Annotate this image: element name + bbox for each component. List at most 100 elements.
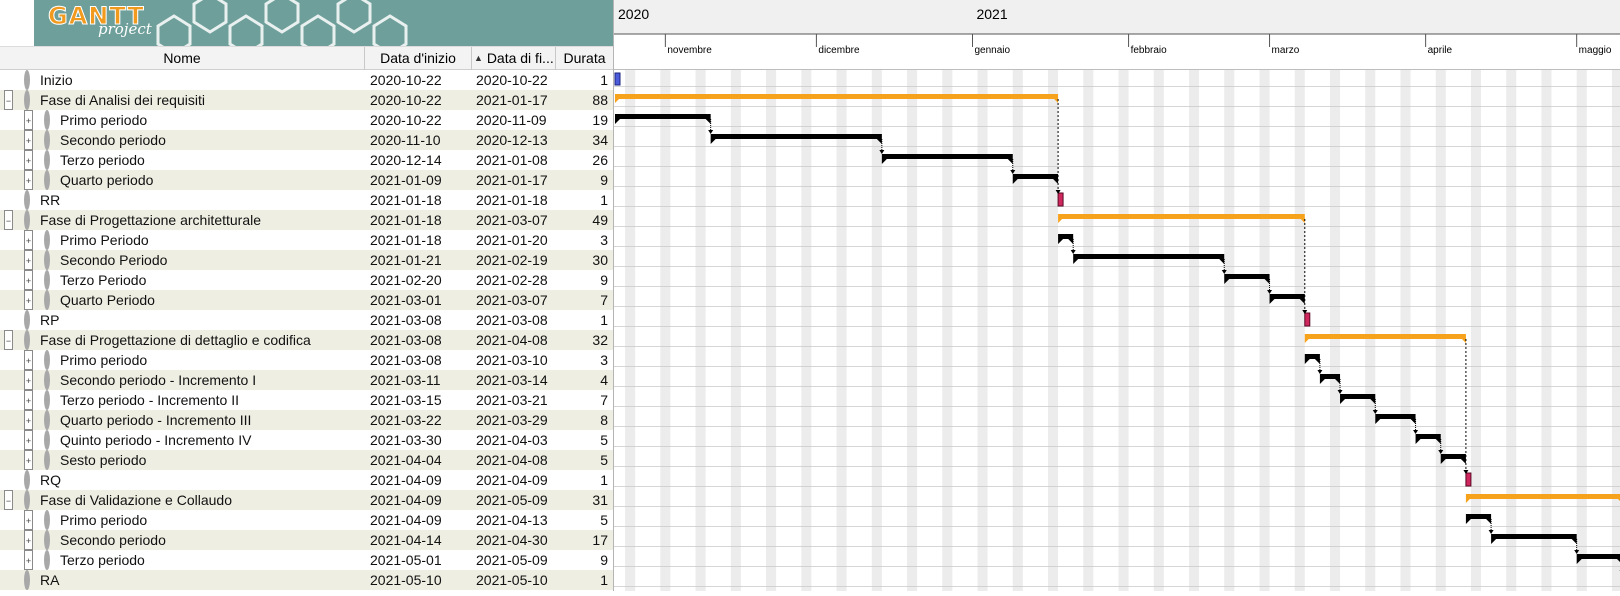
task-duration: 1 (556, 310, 608, 330)
collapse-icon[interactable]: − (4, 490, 13, 510)
task-duration: 49 (556, 210, 608, 230)
task-name: RR (40, 190, 60, 210)
task-bar-right-cap (1572, 539, 1577, 544)
task-end: 2021-03-08 (476, 310, 548, 330)
task-duration: 17 (556, 530, 608, 550)
expand-icon[interactable]: + (24, 350, 33, 370)
task-duration: 1 (556, 570, 608, 590)
task-bar-right-cap (1068, 239, 1073, 244)
task-bullet-icon (44, 390, 50, 410)
task-end: 2021-03-07 (476, 210, 548, 230)
collapse-icon[interactable]: − (4, 90, 13, 110)
task-end: 2021-01-20 (476, 230, 548, 250)
weekend-column (1400, 70, 1410, 591)
expand-icon[interactable]: + (24, 270, 33, 290)
task-duration: 5 (556, 510, 608, 530)
weekend-column (1224, 70, 1234, 591)
expand-icon[interactable]: + (24, 530, 33, 550)
column-header-end[interactable]: ▲ Data di fi... (472, 47, 556, 70)
weekend-column (942, 70, 952, 591)
task-start: 2021-04-09 (370, 490, 442, 510)
weekend-column (1541, 70, 1551, 591)
task-name: Primo periodo (60, 110, 147, 130)
task-end: 2021-04-08 (476, 330, 548, 350)
task-end: 2021-05-10 (476, 570, 548, 590)
collapse-icon[interactable]: − (4, 330, 13, 350)
task-row[interactable]: −Fase di Progettazione di dettaglio e co… (0, 330, 614, 350)
expand-icon[interactable]: + (24, 150, 33, 170)
task-bar (1577, 554, 1620, 559)
sort-ascending-icon: ▲ (474, 53, 483, 63)
task-end: 2021-01-17 (476, 170, 548, 190)
task-start: 2021-03-01 (370, 290, 442, 310)
task-name: Quarto periodo - Incremento III (60, 410, 251, 430)
task-start: 2021-03-08 (370, 310, 442, 330)
column-header-start[interactable]: Data d'inizio (365, 47, 472, 70)
task-bar (1058, 234, 1073, 239)
task-bar-right-cap (706, 119, 711, 124)
task-row[interactable]: RP 2021-03-08 2021-03-08 1 (0, 310, 614, 330)
expand-icon[interactable]: + (24, 370, 33, 390)
task-duration: 9 (556, 270, 608, 290)
expand-icon[interactable]: + (24, 290, 33, 310)
task-bar (1375, 414, 1415, 419)
expand-icon[interactable]: + (24, 410, 33, 430)
expand-icon[interactable]: + (24, 250, 33, 270)
expand-icon[interactable]: + (24, 130, 33, 150)
expand-icon[interactable]: + (24, 450, 33, 470)
logo-margin (0, 0, 34, 46)
task-duration: 34 (556, 130, 608, 150)
task-bullet-icon (44, 130, 50, 150)
task-bar (1073, 254, 1224, 259)
task-name: Primo periodo (60, 510, 147, 530)
task-name: RP (40, 310, 59, 330)
column-header-name[interactable]: Nome (0, 47, 365, 70)
column-header-duration[interactable]: Durata (556, 47, 613, 70)
task-end: 2021-04-09 (476, 470, 548, 490)
expand-icon[interactable]: + (24, 230, 33, 250)
expand-icon[interactable]: + (24, 510, 33, 530)
task-bar-left-cap (1491, 539, 1496, 544)
task-duration: 7 (556, 290, 608, 310)
task-bar-left-cap (1058, 239, 1063, 244)
task-bar-left-cap (1073, 259, 1078, 264)
expand-icon[interactable]: + (24, 170, 33, 190)
collapse-icon[interactable]: − (4, 210, 13, 230)
expand-icon[interactable]: + (24, 550, 33, 570)
expand-icon[interactable]: + (24, 110, 33, 130)
expand-icon[interactable]: + (24, 430, 33, 450)
task-bullet-icon (44, 290, 50, 310)
task-start: 2021-01-18 (370, 230, 442, 250)
weekend-column (1119, 70, 1129, 591)
task-bar (1013, 174, 1058, 179)
expand-icon[interactable]: + (24, 390, 33, 410)
weekend-column (907, 70, 917, 591)
task-end: 2020-12-13 (476, 130, 548, 150)
task-bar (1416, 434, 1441, 439)
task-name: RA (40, 570, 59, 590)
